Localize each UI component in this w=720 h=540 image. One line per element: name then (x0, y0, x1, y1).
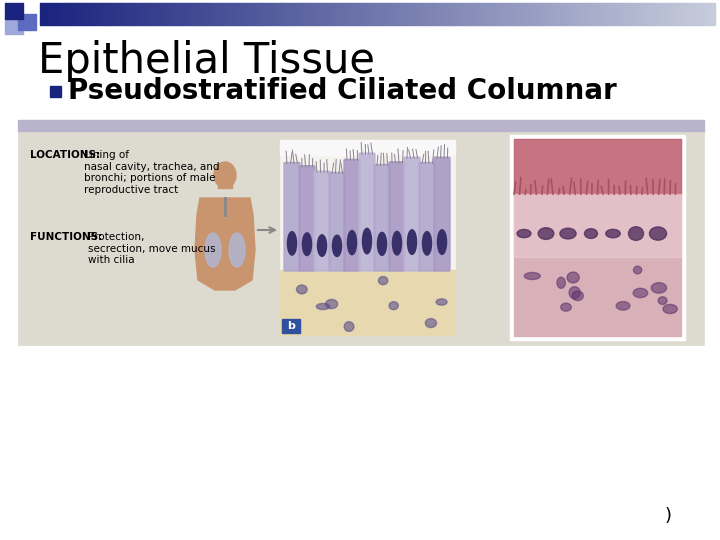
Ellipse shape (426, 319, 436, 328)
FancyBboxPatch shape (314, 171, 330, 271)
Ellipse shape (325, 299, 338, 309)
Bar (510, 135, 685, 340)
Ellipse shape (629, 227, 644, 240)
FancyBboxPatch shape (299, 166, 315, 271)
Ellipse shape (524, 273, 540, 280)
FancyBboxPatch shape (389, 162, 405, 271)
Ellipse shape (606, 230, 620, 238)
FancyBboxPatch shape (359, 153, 375, 271)
Polygon shape (195, 198, 255, 290)
Ellipse shape (423, 232, 431, 255)
Bar (514, 139, 681, 194)
Ellipse shape (362, 228, 372, 254)
Ellipse shape (561, 303, 571, 311)
Ellipse shape (538, 228, 554, 239)
FancyBboxPatch shape (434, 157, 450, 271)
Ellipse shape (572, 291, 583, 301)
Bar (514, 139, 681, 336)
Ellipse shape (585, 228, 598, 239)
Ellipse shape (392, 232, 402, 255)
Ellipse shape (663, 305, 678, 314)
Bar (282, 319, 300, 333)
Text: Lining of
nasal cavity, trachea, and
bronchi; portions of male
reproductive trac: Lining of nasal cavity, trachea, and bro… (84, 150, 220, 195)
Ellipse shape (557, 277, 565, 288)
Ellipse shape (297, 285, 307, 294)
Ellipse shape (229, 233, 245, 267)
Text: b: b (287, 321, 295, 331)
Bar (175, 150, 275, 335)
FancyBboxPatch shape (419, 163, 435, 271)
Bar (18, 132, 704, 345)
Ellipse shape (517, 230, 531, 238)
FancyBboxPatch shape (284, 163, 300, 271)
Ellipse shape (560, 228, 576, 239)
FancyBboxPatch shape (404, 157, 420, 271)
Text: ): ) (665, 507, 672, 525)
Bar (18, 14, 36, 30)
Ellipse shape (438, 230, 446, 254)
Bar (514, 194, 681, 257)
Bar (18, 120, 704, 132)
Ellipse shape (344, 322, 354, 332)
Text: LOCATIONS:: LOCATIONS: (30, 150, 100, 160)
Ellipse shape (408, 230, 417, 254)
Ellipse shape (205, 233, 221, 267)
FancyBboxPatch shape (344, 159, 360, 271)
Ellipse shape (318, 235, 327, 256)
Text: Pseudostratified Ciliated Columnar: Pseudostratified Ciliated Columnar (68, 77, 617, 105)
Bar (280, 270, 455, 335)
Text: FUNCTIONS:: FUNCTIONS: (30, 232, 102, 242)
Ellipse shape (348, 231, 356, 255)
Ellipse shape (379, 276, 388, 285)
Bar (5, 18, 23, 34)
FancyBboxPatch shape (329, 172, 345, 271)
Bar (5, 3, 23, 19)
Ellipse shape (214, 162, 236, 188)
Ellipse shape (634, 266, 642, 274)
Ellipse shape (616, 301, 630, 310)
Ellipse shape (333, 235, 341, 256)
Ellipse shape (651, 282, 667, 293)
Text: Epithelial Tissue: Epithelial Tissue (38, 40, 375, 82)
Bar (280, 140, 455, 335)
Ellipse shape (569, 287, 580, 299)
Bar (280, 140, 455, 155)
Ellipse shape (377, 232, 387, 255)
Ellipse shape (649, 227, 667, 240)
FancyBboxPatch shape (374, 165, 390, 271)
Ellipse shape (302, 233, 312, 255)
Ellipse shape (389, 302, 398, 309)
Ellipse shape (633, 288, 648, 298)
Ellipse shape (567, 272, 579, 283)
Bar (50, 86, 61, 97)
Ellipse shape (436, 299, 447, 305)
Text: Protection,
secrection, move mucus
with cilia: Protection, secrection, move mucus with … (88, 232, 215, 265)
Ellipse shape (287, 232, 297, 255)
Ellipse shape (316, 303, 330, 309)
Ellipse shape (658, 297, 667, 305)
